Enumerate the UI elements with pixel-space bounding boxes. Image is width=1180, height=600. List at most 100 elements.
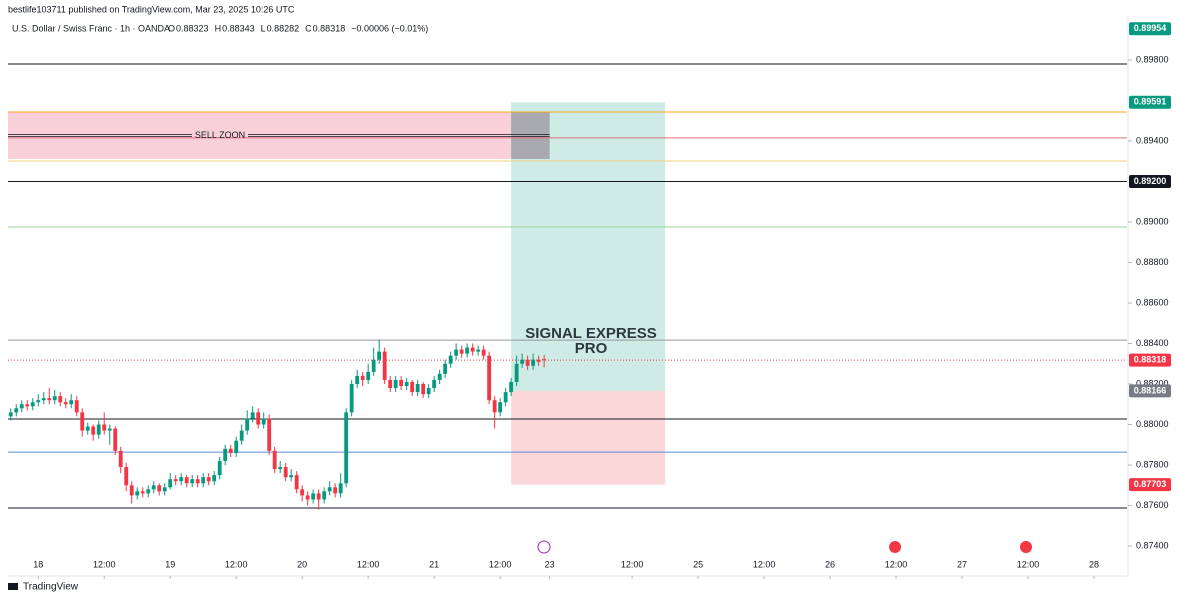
y-tick-label: 0.88400 (1136, 338, 1169, 348)
candle-body (476, 349, 481, 352)
x-tick-label: 12:00 (357, 559, 380, 569)
candle-body (195, 479, 200, 484)
candle-body (481, 349, 486, 356)
y-tick-label: 0.88200 (1136, 378, 1169, 388)
candle-body (52, 396, 57, 401)
candle-body (223, 448, 228, 461)
candle-body (459, 349, 464, 354)
y-tick-label: 0.88600 (1136, 297, 1169, 307)
candle-body (25, 404, 30, 407)
ohlc-value: 0.88282 (267, 23, 300, 33)
ohlc-label: O (168, 23, 175, 33)
x-tick-label: 12:00 (753, 559, 776, 569)
candle-body (426, 388, 431, 395)
candle-body (30, 402, 35, 407)
candle-body (228, 448, 233, 453)
candle-body (443, 363, 448, 374)
candle-body (173, 479, 178, 482)
candle-body (107, 428, 112, 431)
y-tick-label: 0.88800 (1136, 257, 1169, 267)
symbol: U.S. Dollar / Swiss Franc · 1h · OANDA (12, 23, 170, 33)
candle-body (162, 487, 167, 492)
candle-body (410, 381, 415, 393)
x-tick-label: 12:00 (621, 559, 644, 569)
ohlc-label: L (261, 23, 266, 33)
candle-body (289, 475, 294, 478)
ohlc-value: 0.88343 (222, 23, 255, 33)
candle-body (509, 381, 514, 393)
price-tag-label: 0.88166 (1134, 385, 1167, 395)
y-tick-label: 0.87800 (1136, 459, 1169, 469)
candle-body (338, 483, 343, 494)
candle-body (261, 418, 266, 425)
candle-body (245, 418, 250, 431)
candle-body (525, 359, 530, 366)
candle-body (366, 371, 371, 380)
watermark: PRO (575, 340, 608, 357)
candle-body (267, 418, 272, 451)
candle-body (47, 398, 52, 401)
candle-body (404, 381, 409, 387)
candle-body (58, 396, 63, 403)
candle-body (503, 392, 508, 403)
ohlc-value: 0.88318 (313, 23, 346, 33)
price-tag (1129, 384, 1171, 398)
candle-body (344, 412, 349, 484)
price-tag-label: 0.88318 (1134, 354, 1167, 364)
candle-body (327, 487, 332, 492)
candle-body (14, 408, 19, 413)
price-tag-label: 0.87703 (1134, 479, 1167, 489)
candle-body (355, 375, 360, 385)
price-tag (1129, 22, 1171, 36)
candle-body (399, 379, 404, 387)
candle-body (316, 493, 321, 500)
candle-body (542, 359, 547, 361)
price-tag-label: 0.89954 (1134, 23, 1167, 33)
candle-body (190, 479, 195, 484)
candle-body (184, 477, 189, 484)
candle-body (371, 359, 376, 372)
candle-body (157, 485, 162, 492)
candle-body (454, 349, 459, 356)
candle-body (311, 493, 316, 500)
y-tick-label: 0.89000 (1136, 216, 1169, 226)
y-tick-label: 0.87600 (1136, 500, 1169, 510)
candle-body (146, 489, 151, 494)
x-tick-label: 12:00 (1017, 559, 1040, 569)
candle-body (283, 467, 288, 478)
x-tick-label: 12:00 (885, 559, 908, 569)
candle-body (239, 430, 244, 441)
candle-body (360, 375, 365, 380)
candle-body (179, 477, 184, 482)
candle-body (168, 479, 173, 488)
candle-body (91, 426, 96, 435)
candle-body (278, 467, 283, 470)
event-icon (537, 540, 551, 554)
candle-body (393, 379, 398, 389)
candle-body (102, 424, 107, 431)
brand-logo: TradingView (8, 582, 79, 593)
x-tick-label: 26 (825, 559, 835, 569)
candle-body (8, 412, 13, 417)
candle-body (448, 355, 453, 364)
candle-body (470, 347, 475, 352)
candle-body (212, 475, 217, 482)
candle-body (41, 398, 46, 401)
change: −0.00006 (−0.01%) (351, 23, 428, 33)
candle-body (531, 359, 536, 366)
candle-body (415, 384, 420, 393)
candle-body (206, 477, 211, 482)
candle-body (322, 491, 327, 500)
ohlc-label: C (305, 23, 312, 33)
x-tick-label: 27 (957, 559, 967, 569)
candle-body (129, 485, 134, 496)
candle-body (80, 412, 85, 431)
candle-body (465, 347, 470, 354)
candle-body (487, 355, 492, 401)
symbol-legend: U.S. Dollar / Swiss Franc · 1h · OANDA O… (12, 23, 428, 33)
x-tick-label: 28 (1089, 559, 1099, 569)
candle-body (256, 412, 261, 425)
